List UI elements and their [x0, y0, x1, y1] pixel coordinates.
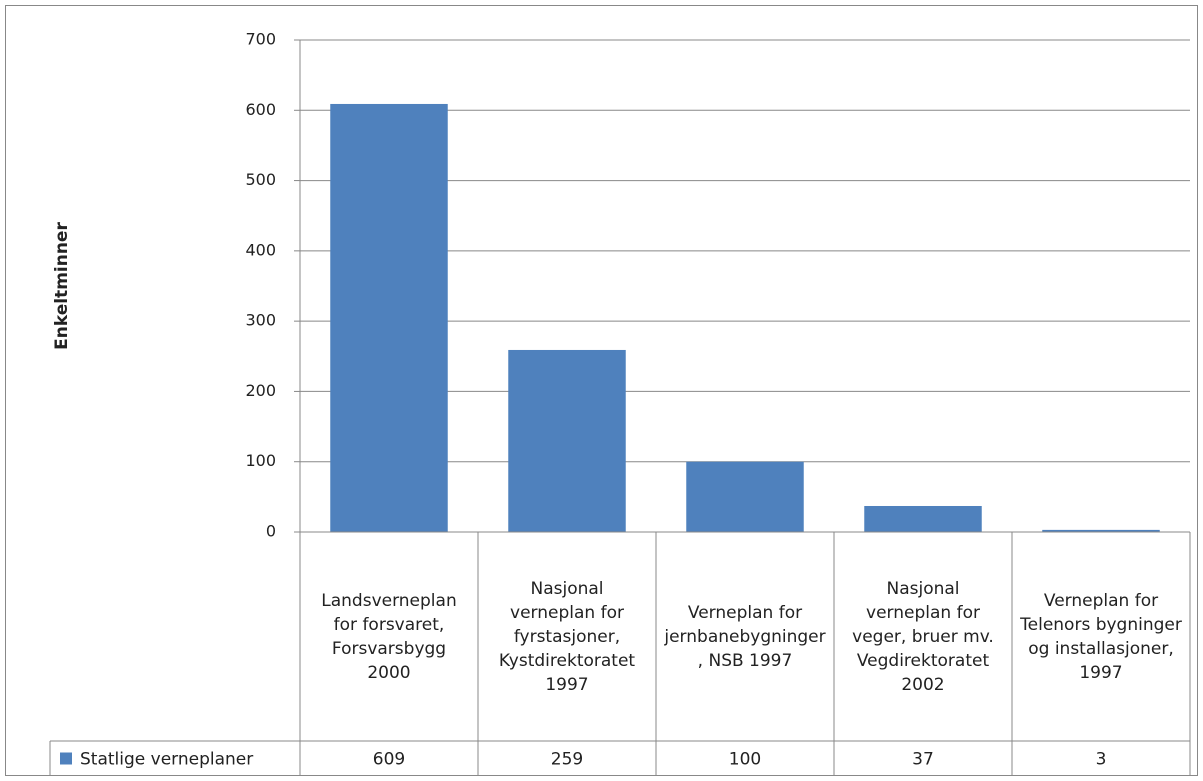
y-tick-label: 100: [245, 451, 276, 470]
y-tick-label: 700: [245, 30, 276, 49]
legend-swatch: [60, 752, 72, 765]
bar: [864, 505, 982, 532]
x-tick-label: Nasjonal verneplan for veger, bruer mv. …: [852, 578, 994, 695]
y-tick-label: 400: [245, 240, 276, 259]
x-tick-label: Verneplan for Telenors bygninger og inst…: [1020, 590, 1182, 683]
table-value: 100: [729, 750, 761, 770]
x-tick-label: Verneplan for jernbanebygninger, NSB 199…: [664, 602, 826, 671]
x-tick-label: Nasjonal verneplan for fyrstasjoner, Kys…: [498, 578, 636, 695]
table-value: 609: [373, 750, 405, 770]
bar: [686, 461, 804, 532]
chart-border: [5, 5, 1198, 776]
table-value: 37: [912, 750, 934, 770]
y-tick-label: 500: [245, 170, 276, 189]
table-value: 259: [551, 750, 583, 770]
y-axis-label: Enkeltminner: [52, 222, 72, 350]
y-tick-label: 600: [245, 100, 276, 119]
x-tick-label: Landsverneplan for forsvaret, Forsvarsby…: [321, 590, 457, 683]
legend-label: Statlige verneplaner: [80, 750, 253, 770]
y-tick-label: 300: [245, 311, 276, 330]
bar: [508, 349, 626, 532]
bar: [330, 103, 448, 533]
y-tick-label: 200: [245, 381, 276, 400]
table-value: 3: [1096, 750, 1107, 770]
y-tick-label: 0: [266, 522, 276, 541]
bar: [1042, 529, 1160, 532]
